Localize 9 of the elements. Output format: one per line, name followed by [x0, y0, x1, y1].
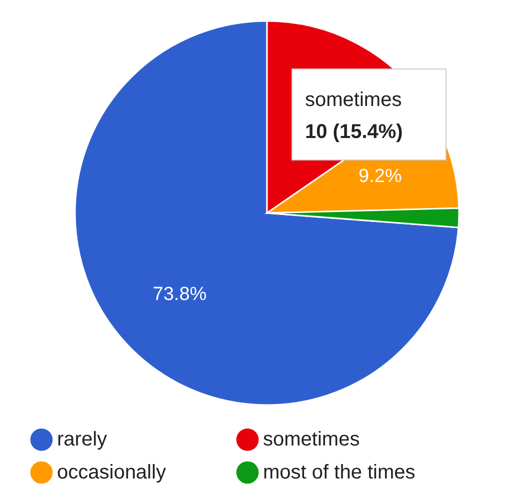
legend-label: occasionally — [57, 462, 166, 484]
data-label: 73.8% — [152, 284, 207, 305]
data-label: 9.2% — [358, 166, 402, 188]
text: 10 (15.4%) — [305, 121, 403, 143]
legend-label: most of the times — [263, 462, 416, 484]
pie-slice — [74, 20, 460, 406]
text: sometimes — [305, 89, 402, 111]
legend-label: sometimes — [263, 428, 360, 451]
legend-label: rarely — [57, 428, 108, 451]
